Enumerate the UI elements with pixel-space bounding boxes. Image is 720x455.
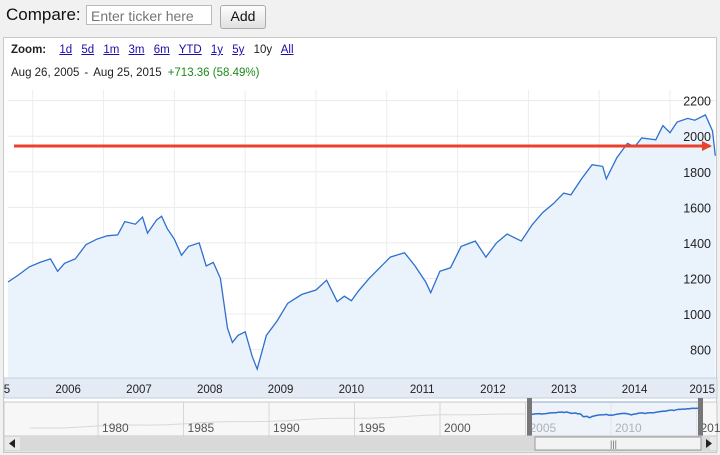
overview-year-label: 1980 [102,421,129,435]
zoom-ytd[interactable]: YTD [178,44,202,56]
price-line [7,114,716,372]
x-tick-label: 2009 [268,384,294,396]
zoom-6m[interactable]: 6m [153,44,170,56]
zoom-1m[interactable]: 1m [103,44,120,56]
compare-label: Compare: [6,5,81,24]
ticker-input[interactable] [86,5,212,25]
y-tick-label: 1200 [683,272,711,286]
overview-history-line [29,413,526,429]
overview-year-label: 1995 [359,421,386,435]
scroll-left-icon[interactable] [9,439,15,448]
y-tick-label: 2000 [683,130,711,144]
x-tick-label: 2013 [551,384,577,396]
range-end-date[interactable]: Aug 25, 2015 [93,67,162,79]
y-tick-label: 1600 [683,201,711,215]
x-tick-label: 2007 [126,384,152,396]
zoom-label: Zoom: [11,44,47,56]
zoom-5y[interactable]: 5y [232,44,245,56]
overview-navigator[interactable]: 1980198519901995200020052010201 ||| [3,398,720,452]
y-axis-labels: 800 1000 1200 1400 1600 1800 2000 2200 [683,95,711,358]
zoom-1y[interactable]: 1y [210,44,224,56]
x-axis-labels: 5 2006 2007 2008 2009 2010 2011 2012 2013 2014 201… [4,384,715,396]
date-range: Aug 26, 2005- Aug 25, 2015 +713.36 (58.49%… [11,67,259,79]
range-start-date[interactable]: Aug 26, 2005 [11,67,80,79]
zoom-bar: Zoom: 1d 5d 1m 3m 6m YTD 1y 5y 10y All [11,44,300,56]
overview-left-handle[interactable] [527,398,532,438]
x-tick-label: 5 [4,384,10,396]
zoom-5d[interactable]: 5d [81,44,95,56]
compare-bar: Compare: Add [0,0,720,34]
y-tick-label: 800 [690,344,711,358]
overview-year-label: 1990 [273,421,300,435]
scroll-right-icon[interactable] [706,439,712,448]
overview-year-label: 201 [700,421,720,435]
overview-year-label: 2000 [444,421,471,435]
zoom-3m[interactable]: 3m [128,44,145,56]
scrollbar-grip-icon: ||| [610,439,617,449]
y-tick-label: 1800 [683,166,711,180]
x-tick-label: 2012 [480,384,506,396]
price-change: +713.36 (58.49%) [167,67,260,79]
x-axis-band [3,377,718,399]
range-separator: - [84,67,89,79]
overview-right-handle[interactable] [698,398,703,438]
y-tick-label: 1000 [683,308,711,322]
overview-selection-line [529,407,701,419]
x-tick-label: 2010 [339,384,365,396]
y-tick-label: 2200 [683,95,711,109]
x-tick-label: 2008 [197,384,223,396]
zoom-10y-selected[interactable]: 10y [253,44,273,56]
zoom-1d[interactable]: 1d [59,44,73,56]
overview-year-label: 1985 [188,421,215,435]
zoom-all[interactable]: All [280,44,294,56]
y-tick-label: 1400 [683,237,711,251]
x-tick-label: 2006 [55,384,81,396]
overview-selection[interactable] [529,401,701,437]
x-tick-label: 2011 [410,384,435,396]
x-tick-label: 2015 [689,384,715,396]
price-area-fill [8,114,716,379]
x-tick-label: 2014 [622,384,648,396]
scrollbar-thumb[interactable] [534,436,702,451]
add-button[interactable]: Add [220,5,266,29]
